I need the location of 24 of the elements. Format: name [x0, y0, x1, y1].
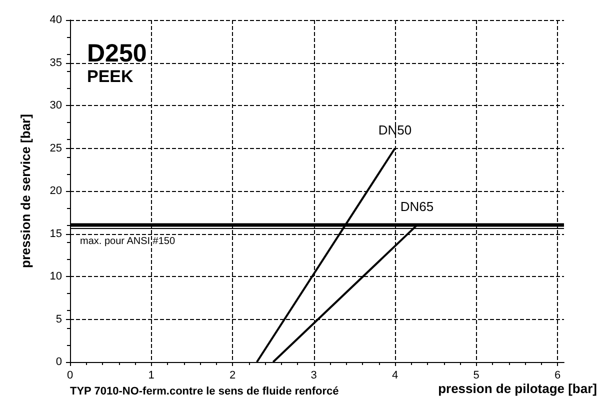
y-axis-title: pression de service [bar]	[18, 114, 33, 268]
x-axis-title: pression de pilotage [bar]	[438, 381, 597, 396]
y-tick-label: 5	[56, 313, 62, 326]
text: TYP 7010-NO-ferm.contre le sens de fluide renforcé	[70, 386, 339, 398]
x-tick-label: 5	[473, 370, 480, 382]
y-tick-label: 35	[50, 56, 62, 69]
x-tick-label: 3	[310, 370, 317, 382]
y-tick-label: 15	[50, 228, 62, 240]
y-tick-label: 25	[50, 142, 62, 154]
ref-line-label: max. pour ANSI #150	[80, 236, 176, 248]
x-tick-label: 6	[554, 370, 561, 382]
x-tick-label: 1	[148, 370, 154, 382]
y-tick-label: 40	[50, 14, 62, 26]
text: PEEK	[87, 67, 134, 86]
series-label: DN65	[400, 199, 434, 214]
text: D250	[87, 40, 147, 68]
x-tick-label: 0	[66, 370, 74, 382]
y-tick-label: 0	[56, 356, 62, 368]
y-tick-label: 30	[50, 100, 62, 112]
x-tick-label: 2	[229, 370, 236, 382]
y-tick-label: 10	[50, 270, 62, 282]
x-tick-label: 4	[392, 370, 398, 382]
series-label: DN50	[378, 122, 412, 138]
y-tick-label: 20	[50, 185, 62, 197]
